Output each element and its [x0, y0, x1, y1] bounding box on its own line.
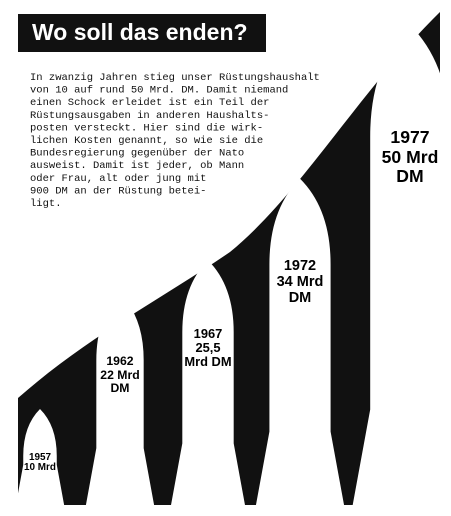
- chart-title: Wo soll das enden?: [32, 19, 248, 45]
- value-label: 22 Mrd DM: [96, 369, 143, 396]
- value-label: 25,5 Mrd DM: [182, 341, 233, 369]
- body-text-line: ausweist. Damit ist jeder, ob Mann: [30, 160, 244, 172]
- value-label: 10 Mrd: [23, 463, 57, 474]
- body-text-line: oder Frau, alt oder jung mit: [30, 173, 206, 185]
- body-text-line: ligt.: [30, 198, 62, 210]
- year-label: 1977: [370, 128, 450, 147]
- body-text-line: Bundesregierung gegenüber der Nato: [30, 148, 244, 160]
- body-text-line: 900 DM an der Rüstung betei-: [30, 185, 206, 197]
- body-text-line: Rüstungsausgaben in anderen Haushalts-: [30, 110, 269, 122]
- value-label: 50 Mrd DM: [370, 148, 450, 187]
- chart: Wo soll das enden? In zwanzig Jahren sti…: [0, 0, 451, 516]
- body-text-line: einen Schock erleidet ist ein Teil der: [30, 97, 269, 109]
- body-text-line: In zwanzig Jahren stieg unser Rüstungsha…: [30, 72, 320, 84]
- year-label: 1962: [96, 355, 143, 368]
- value-label: 34 Mrd DM: [269, 274, 330, 306]
- body-text-line: lichen Kosten genannt, so wie sie die: [30, 135, 263, 147]
- year-label: 1972: [269, 258, 330, 274]
- body-text-line: posten versteckt. Hier sind die wirk-: [30, 122, 263, 134]
- body-text-line: von 10 auf rund 50 Mrd. DM. Damit nieman…: [30, 85, 288, 97]
- year-label: 1967: [182, 327, 233, 341]
